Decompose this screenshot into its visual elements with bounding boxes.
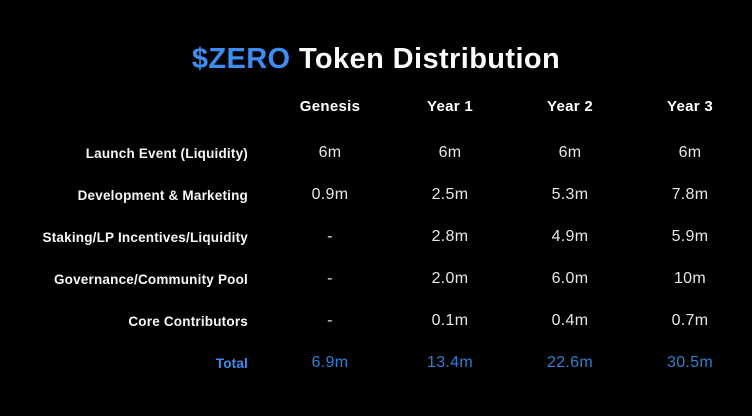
row-label-total: Total xyxy=(215,355,248,371)
cell-core-contributors-year2: 0.4m xyxy=(551,312,589,329)
cell-staking-year3: 5.9m xyxy=(671,228,709,245)
column-header-year2: Year 2 xyxy=(546,97,593,115)
cell-total-year1: 13.4m xyxy=(427,354,473,371)
cell-staking-year2: 4.9m xyxy=(551,228,589,245)
row-label-core-contributors: Core Contributors xyxy=(128,313,248,329)
row-label-development-marketing: Development & Marketing xyxy=(77,187,248,203)
header-spacer-cell xyxy=(0,90,270,122)
page-title: $ZERO Token Distribution xyxy=(0,0,752,76)
cell-launch-event-year2: 6m xyxy=(558,144,582,161)
cell-governance-year3: 10m xyxy=(673,270,707,287)
row-label-governance-community: Governance/Community Pool xyxy=(53,271,248,287)
cell-total-year2: 22.6m xyxy=(547,354,593,371)
cell-launch-event-genesis: 6m xyxy=(318,144,342,161)
cell-core-contributors-year3: 0.7m xyxy=(671,312,709,329)
column-header-genesis: Genesis xyxy=(299,97,361,115)
cell-development-year3: 7.8m xyxy=(671,186,709,203)
title-text: Token Distribution xyxy=(290,43,561,75)
cell-governance-year1: 2.0m xyxy=(431,270,469,287)
cell-core-contributors-year1: 0.1m xyxy=(431,312,469,329)
cell-development-year2: 5.3m xyxy=(551,186,589,203)
cell-launch-event-year3: 6m xyxy=(678,144,702,161)
row-label-launch-event: Launch Event (Liquidity) xyxy=(85,145,248,161)
cell-total-genesis: 6.9m xyxy=(311,354,349,371)
row-label-staking-lp-incentives: Staking/LP Incentives/Liquidity xyxy=(42,229,248,245)
cell-total-year3: 30.5m xyxy=(667,354,713,371)
column-header-year3: Year 3 xyxy=(666,97,713,115)
cell-launch-event-year1: 6m xyxy=(438,144,462,161)
cell-governance-genesis: - xyxy=(327,270,333,287)
cell-development-genesis: 0.9m xyxy=(311,186,349,203)
distribution-table: Genesis Year 1 Year 2 Year 3 Launch Even… xyxy=(0,90,750,384)
column-header-year1: Year 1 xyxy=(426,97,473,115)
cell-development-year1: 2.5m xyxy=(431,186,469,203)
cell-staking-year1: 2.8m xyxy=(431,228,469,245)
header-body-spacer xyxy=(0,122,750,132)
cell-core-contributors-genesis: - xyxy=(327,312,333,329)
title-token-symbol: $ZERO xyxy=(191,43,291,75)
cell-governance-year2: 6.0m xyxy=(551,270,589,287)
cell-staking-genesis: - xyxy=(327,228,333,245)
